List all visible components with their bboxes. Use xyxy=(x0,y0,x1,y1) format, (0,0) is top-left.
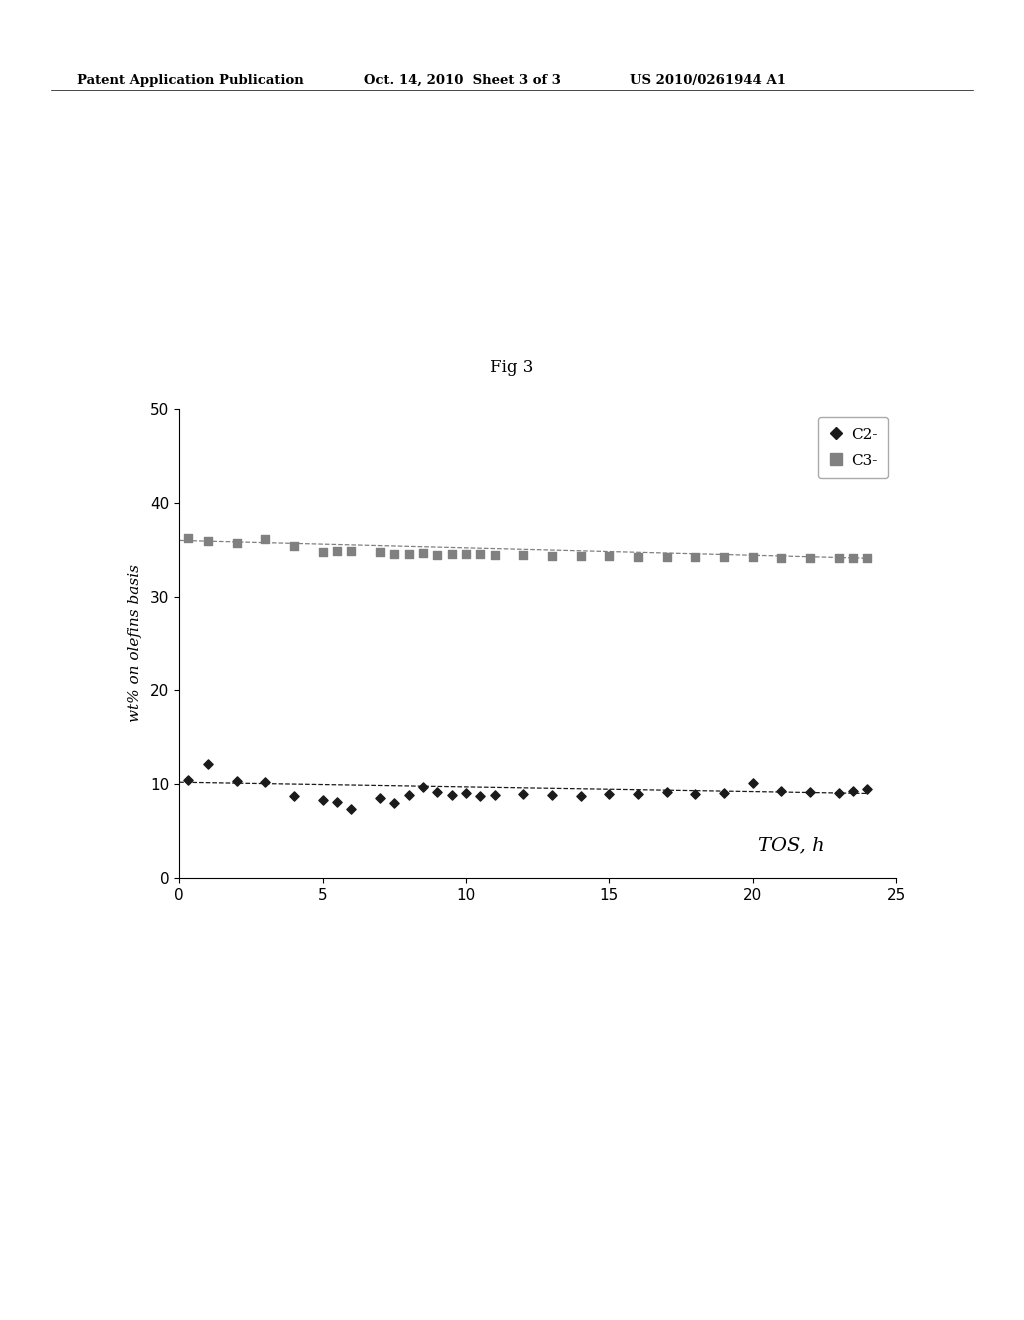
C2- xyxy=(458,781,474,803)
C2- xyxy=(845,780,861,801)
C3- xyxy=(343,540,359,561)
C2- xyxy=(687,784,703,805)
C2- xyxy=(472,785,488,807)
C3- xyxy=(415,543,431,564)
C3- xyxy=(744,546,761,568)
C2- xyxy=(658,781,675,803)
C2- xyxy=(773,780,790,801)
C2- xyxy=(572,785,589,807)
Text: US 2010/0261944 A1: US 2010/0261944 A1 xyxy=(630,74,785,87)
Text: Fig 3: Fig 3 xyxy=(490,359,534,376)
C2- xyxy=(802,781,818,803)
C2- xyxy=(429,781,445,803)
C3- xyxy=(429,545,445,566)
C2- xyxy=(443,785,460,807)
C3- xyxy=(472,544,488,565)
C2- xyxy=(179,770,196,791)
C3- xyxy=(716,546,732,568)
Text: Patent Application Publication: Patent Application Publication xyxy=(77,74,303,87)
C2- xyxy=(343,799,359,820)
C2- xyxy=(286,785,302,807)
C3- xyxy=(372,541,388,562)
C3- xyxy=(314,541,331,562)
C2- xyxy=(228,771,245,792)
C2- xyxy=(257,772,273,793)
C2- xyxy=(200,754,216,775)
C3- xyxy=(658,546,675,568)
C2- xyxy=(415,776,431,797)
Y-axis label: wt% on olefins basis: wt% on olefins basis xyxy=(128,565,141,722)
C3- xyxy=(572,545,589,566)
C2- xyxy=(386,792,402,813)
C3- xyxy=(257,528,273,549)
Text: TOS, h: TOS, h xyxy=(758,837,824,854)
C2- xyxy=(372,788,388,809)
C2- xyxy=(314,789,331,810)
C3- xyxy=(179,527,196,548)
C3- xyxy=(286,536,302,557)
Legend: C2-, C3-: C2-, C3- xyxy=(817,417,889,478)
C3- xyxy=(802,548,818,569)
C3- xyxy=(486,545,503,566)
C3- xyxy=(687,546,703,568)
C2- xyxy=(859,779,876,800)
C3- xyxy=(630,546,646,568)
C3- xyxy=(601,545,617,566)
C2- xyxy=(329,791,345,812)
C3- xyxy=(515,545,531,566)
C3- xyxy=(544,545,560,566)
C2- xyxy=(830,781,847,803)
C3- xyxy=(200,531,216,552)
Text: Oct. 14, 2010  Sheet 3 of 3: Oct. 14, 2010 Sheet 3 of 3 xyxy=(364,74,560,87)
C2- xyxy=(515,784,531,805)
C3- xyxy=(458,544,474,565)
C2- xyxy=(716,781,732,803)
C3- xyxy=(443,543,460,564)
C2- xyxy=(630,784,646,805)
C3- xyxy=(400,544,417,565)
C3- xyxy=(773,548,790,569)
C2- xyxy=(744,772,761,793)
C2- xyxy=(486,785,503,807)
C3- xyxy=(329,540,345,561)
C3- xyxy=(228,533,245,554)
C3- xyxy=(859,548,876,569)
C3- xyxy=(845,548,861,569)
C3- xyxy=(830,548,847,569)
C2- xyxy=(400,785,417,807)
C2- xyxy=(544,785,560,807)
C3- xyxy=(386,543,402,564)
C2- xyxy=(601,784,617,805)
